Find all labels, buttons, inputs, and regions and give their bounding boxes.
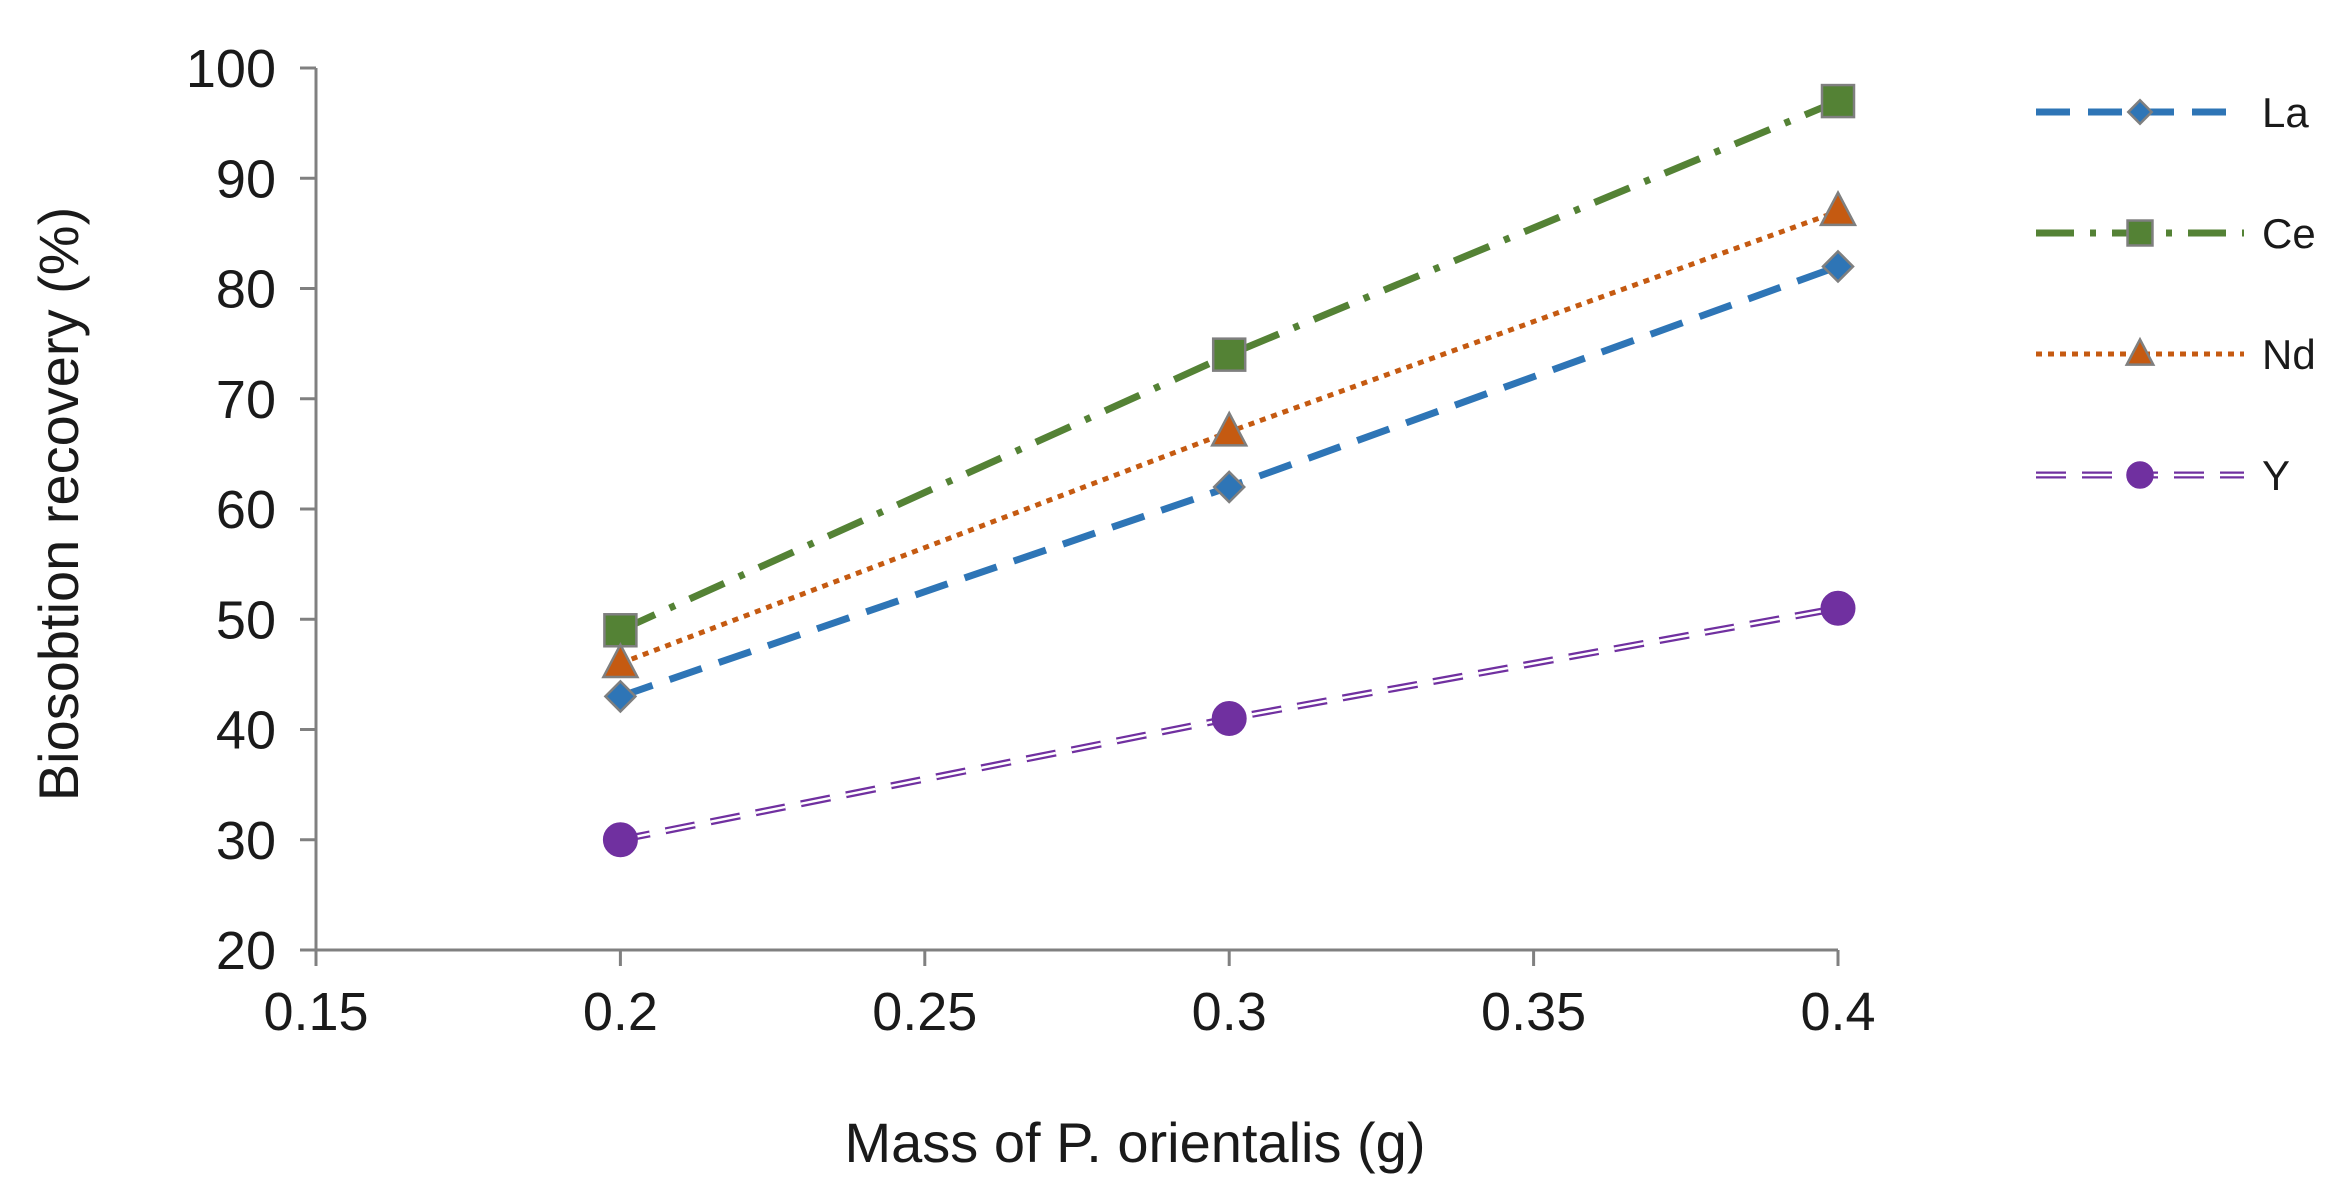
series-nd-point	[1818, 189, 1858, 227]
y-tick-label: 40	[216, 701, 276, 761]
x-tick-label: 0.35	[1481, 982, 1586, 1042]
legend-marker-nd	[2124, 336, 2156, 366]
series-y	[602, 590, 1856, 858]
x-tick-label: 0.2	[583, 982, 658, 1042]
series-la-point	[1821, 249, 1855, 284]
axes: 0.15 0.2 0.25 0.3 0.35 0.4 20 30 40 50 60 70 80 90 100	[186, 39, 1876, 1042]
series-nd-point	[601, 641, 640, 679]
series-nd	[601, 189, 1858, 679]
y-axis-title: Biosobtion recovery (%)	[27, 207, 90, 801]
legend: La Ce Nd Y	[2036, 89, 2316, 499]
legend-label-ce: Ce	[2262, 210, 2316, 257]
legend-item-la: La	[2036, 89, 2309, 136]
legend-marker-y	[2126, 461, 2154, 489]
series-y-point	[1820, 590, 1856, 626]
series-ce-point	[603, 613, 638, 648]
y-tick-label: 80	[216, 260, 276, 320]
legend-marker-la	[2126, 98, 2154, 126]
legend-label-nd: Nd	[2262, 331, 2316, 378]
x-tick-label: 0.25	[872, 982, 977, 1042]
y-tick-label: 60	[216, 480, 276, 540]
series-la-point	[1212, 470, 1246, 504]
y-tick-label: 100	[186, 39, 276, 99]
series-la-point	[603, 679, 638, 714]
legend-item-nd: Nd	[2036, 331, 2316, 378]
x-tick-label: 0.3	[1192, 982, 1267, 1042]
y-tick-label: 20	[216, 921, 276, 981]
series-ce-point	[1820, 83, 1856, 119]
x-tick-label: 0.4	[1800, 982, 1875, 1042]
x-tick-label: 0.15	[263, 982, 368, 1042]
series-ce	[603, 83, 1856, 648]
series-la	[603, 249, 1855, 714]
y-tick-label: 70	[216, 370, 276, 430]
legend-item-y: Y	[2036, 452, 2290, 499]
legend-label-la: La	[2262, 89, 2309, 136]
series-layer	[601, 83, 1858, 858]
y-tick-label: 50	[216, 590, 276, 650]
x-axis-title: Mass of P. orientalis (g)	[845, 1111, 1426, 1174]
y-tick-label: 30	[216, 811, 276, 871]
series-ce-point	[1211, 337, 1247, 372]
series-y-point	[602, 822, 638, 858]
legend-label-y: Y	[2262, 452, 2290, 499]
legend-item-ce: Ce	[2036, 210, 2316, 257]
y-tick-label: 90	[216, 149, 276, 209]
series-y-point	[1211, 700, 1247, 736]
series-nd-point	[1210, 410, 1249, 447]
legend-marker-ce	[2126, 219, 2154, 247]
